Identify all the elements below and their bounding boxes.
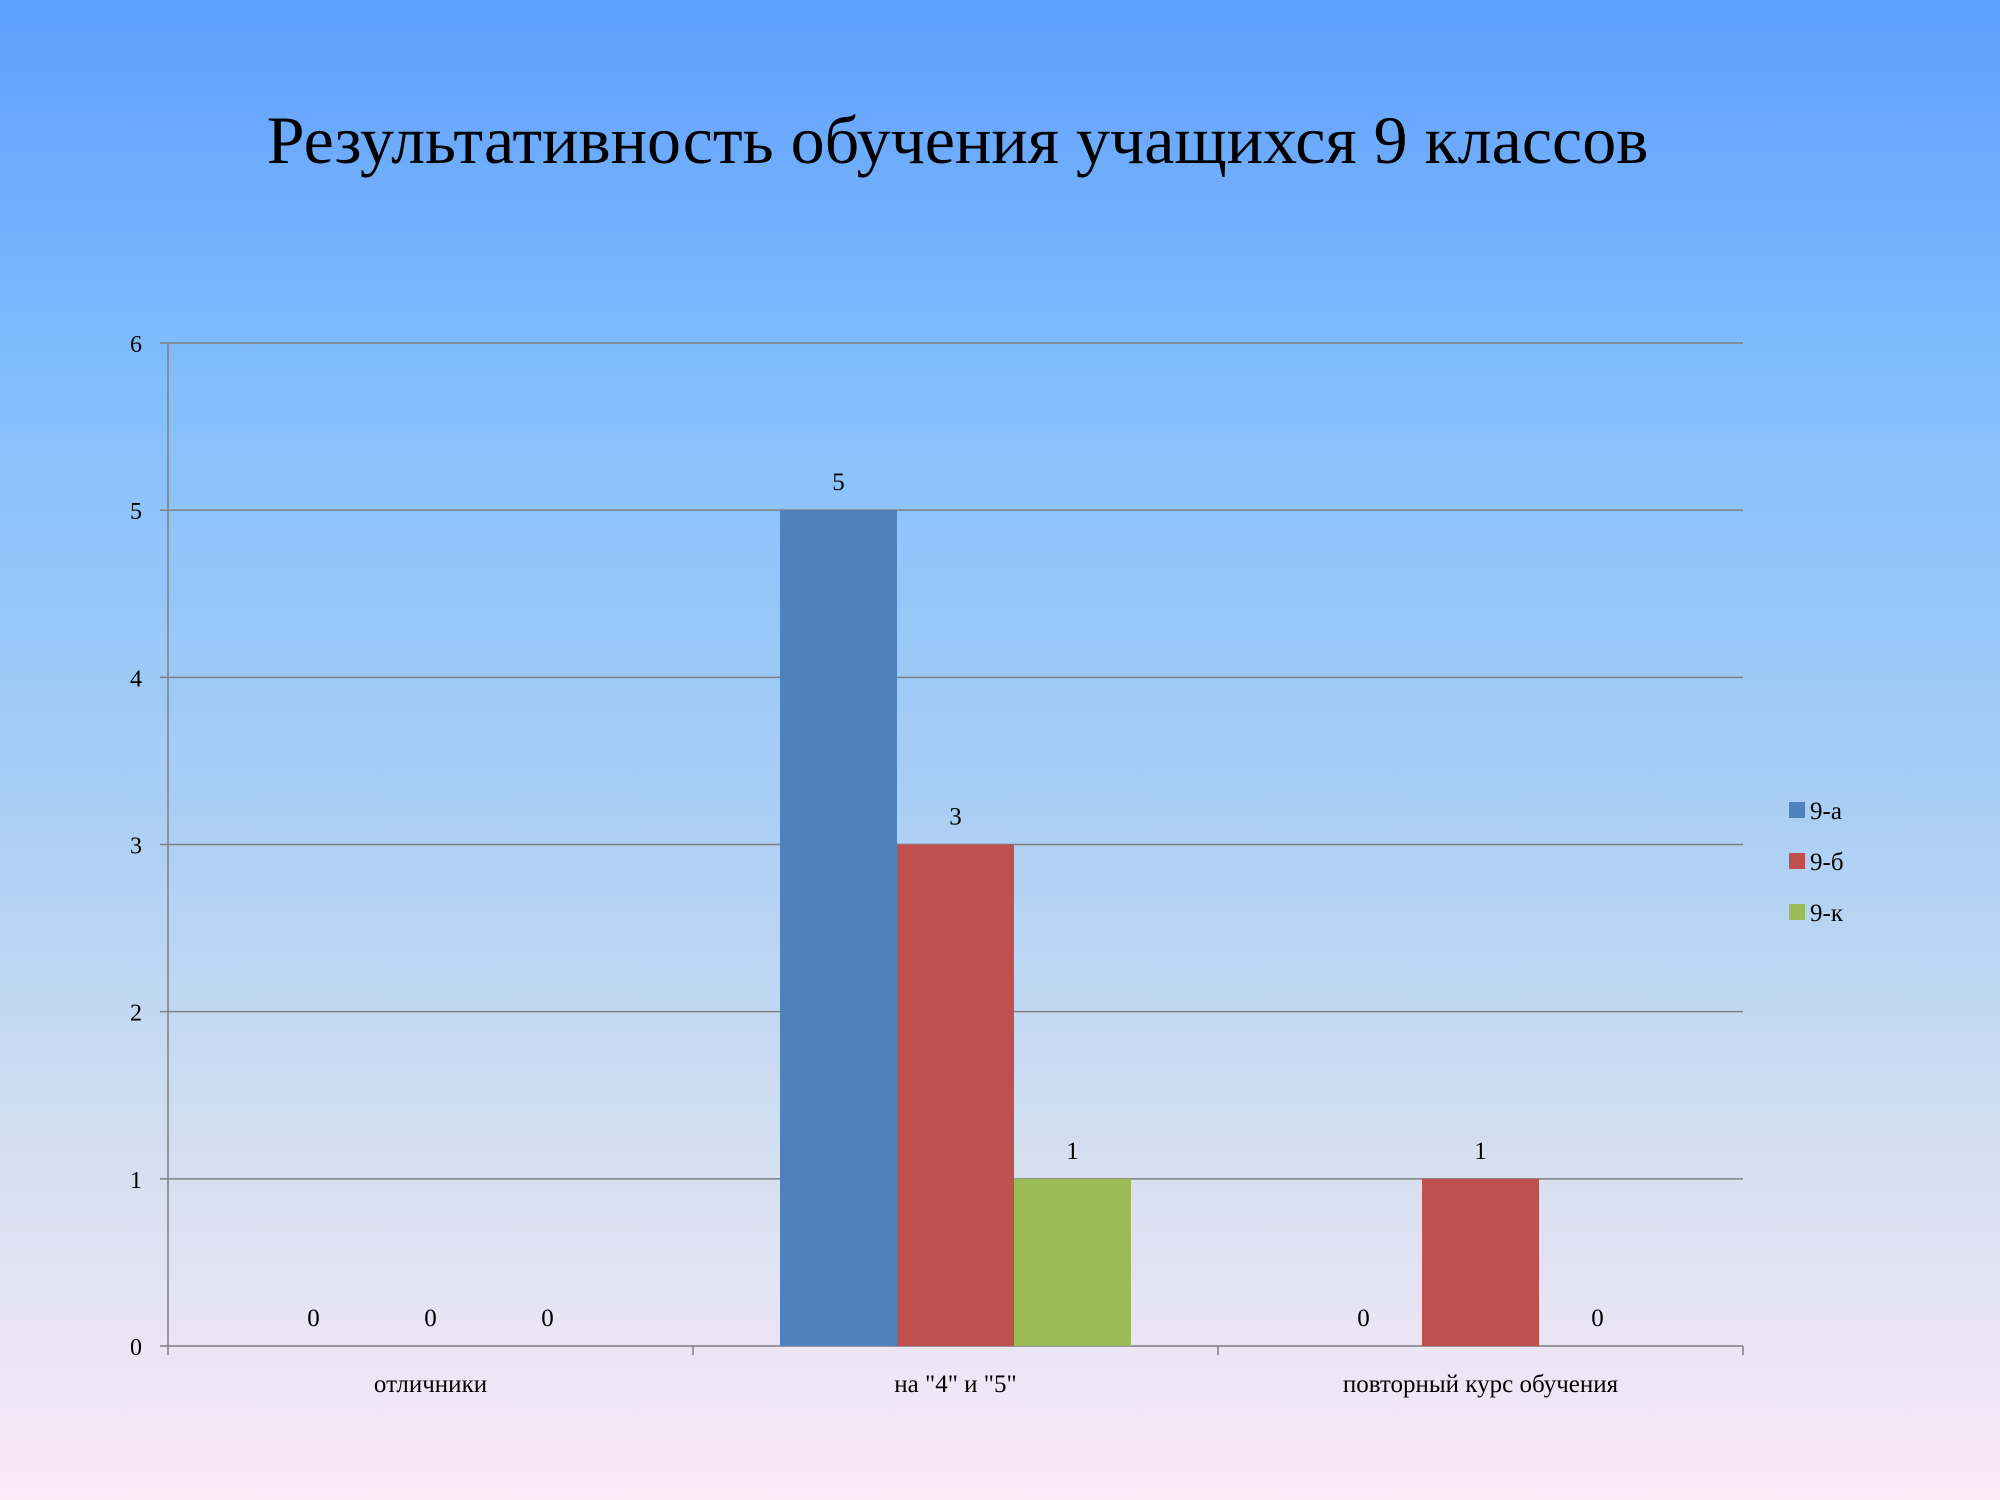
data-label: 0 — [541, 1305, 554, 1332]
legend-swatch — [1789, 802, 1805, 818]
data-label: 5 — [832, 469, 845, 496]
data-label: 1 — [1066, 1138, 1079, 1165]
x-category-label: повторный курс обучения — [1343, 1371, 1619, 1398]
bar — [1422, 1178, 1539, 1346]
y-tick-label: 2 — [130, 1001, 142, 1027]
y-tick-label: 1 — [130, 1168, 142, 1194]
y-tick-label: 4 — [130, 666, 142, 692]
chart-title: Результативность обучения учащихся 9 кла… — [266, 102, 1649, 178]
y-tick-label: 6 — [130, 332, 142, 358]
legend-swatch — [1789, 904, 1805, 920]
data-label: 0 — [1357, 1305, 1370, 1332]
legend-swatch — [1789, 853, 1805, 869]
bar — [897, 844, 1014, 1346]
x-category-label: на "4" и "5" — [894, 1371, 1016, 1398]
legend-label: 9-а — [1810, 798, 1842, 825]
legend-label: 9-к — [1810, 900, 1844, 927]
legend: 9-а 9-б 9-к — [1789, 798, 1844, 927]
data-label: 0 — [1591, 1305, 1604, 1332]
y-tick-label: 3 — [130, 834, 142, 860]
data-labels: 0 5 0 0 3 1 0 1 0 — [307, 469, 1604, 1332]
bar — [780, 510, 897, 1347]
bar — [1014, 1178, 1131, 1346]
y-tick-label: 0 — [130, 1335, 142, 1361]
x-category-label: отличники — [374, 1371, 487, 1398]
data-label: 3 — [949, 804, 962, 831]
data-label: 1 — [1474, 1138, 1487, 1165]
data-label: 0 — [307, 1305, 320, 1332]
y-tick-label: 5 — [130, 499, 142, 525]
legend-label: 9-б — [1810, 849, 1844, 876]
data-label: 0 — [424, 1305, 437, 1332]
bars — [780, 510, 1539, 1347]
